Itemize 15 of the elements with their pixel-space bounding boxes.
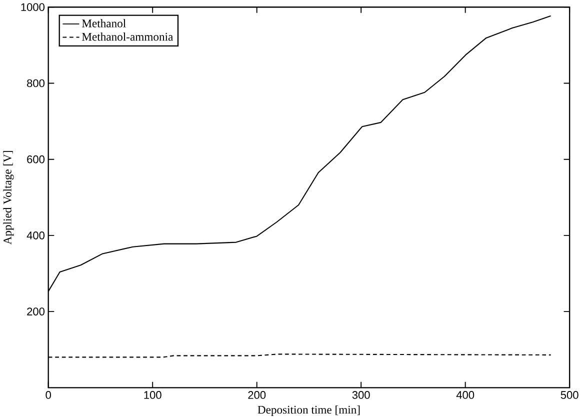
x-axis-title: Deposition time [min] — [258, 405, 360, 416]
y-tick-label: 1000 — [21, 3, 44, 11]
x-tick-label: 200 — [248, 390, 266, 399]
y-tick-label: 800 — [27, 79, 45, 87]
x-tick-label: 0 — [46, 390, 51, 399]
y-axis-title: Applied Voltage [V] — [3, 150, 14, 244]
legend-label: Methanol — [82, 19, 126, 28]
y-tick-label: 200 — [27, 308, 45, 316]
y-tick-label: 400 — [26, 231, 45, 240]
x-tick-label: 300 — [352, 390, 370, 399]
legend-label: Methanol-ammonia — [82, 32, 174, 41]
y-tick-label: 600 — [27, 155, 45, 164]
x-tick-label: 500 — [560, 390, 578, 399]
x-tick-label: 400 — [456, 390, 474, 399]
x-tick-label: 100 — [144, 390, 162, 399]
